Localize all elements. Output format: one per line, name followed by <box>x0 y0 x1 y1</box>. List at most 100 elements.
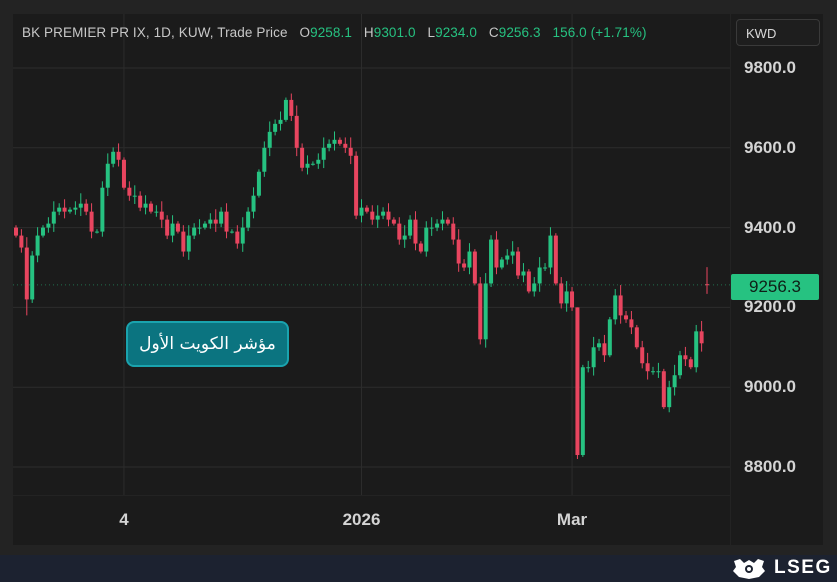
candle-up <box>73 207 78 210</box>
candle-down <box>224 211 229 232</box>
candle-up <box>521 271 526 276</box>
candle-up <box>548 235 553 268</box>
candle-down <box>494 239 499 268</box>
candle-down <box>391 219 396 224</box>
candle-down <box>575 307 580 456</box>
candle-down <box>478 283 483 340</box>
x-tick-label: Mar <box>556 510 588 529</box>
candle-up <box>607 319 612 356</box>
candle-up <box>310 163 315 165</box>
lseg-wordmark: LSEG <box>774 557 832 578</box>
y-tick-label: 9200.0 <box>744 297 796 317</box>
candle-down <box>165 219 170 236</box>
candle-down <box>602 343 607 356</box>
candle-down <box>364 207 369 212</box>
candle-up <box>219 211 224 224</box>
candle-down <box>148 203 153 212</box>
high-value: 9301.0 <box>373 25 416 40</box>
time-axis[interactable] <box>13 496 730 545</box>
plot-area[interactable] <box>13 14 730 495</box>
candle-down <box>354 155 359 216</box>
candle-up <box>132 195 137 197</box>
candle-up <box>580 367 585 456</box>
candle-down <box>661 371 666 408</box>
candle-down <box>516 251 521 276</box>
candle-up <box>467 251 472 268</box>
candle-up <box>435 223 440 228</box>
candle-up <box>273 123 278 132</box>
candle-up <box>154 211 159 213</box>
candle-down <box>19 235 24 248</box>
candle-up <box>424 227 429 252</box>
candle-up <box>283 99 288 120</box>
candle-up <box>186 235 191 252</box>
candle-up <box>46 223 51 228</box>
candle-up <box>597 343 602 348</box>
candle-up <box>402 235 407 240</box>
candle-up <box>256 171 261 196</box>
change-value: 156.0 (+1.71%) <box>552 25 647 40</box>
candle-up <box>111 151 116 164</box>
candle-down <box>24 247 29 300</box>
candle-up <box>667 387 672 408</box>
candle-up <box>94 231 99 233</box>
candle-up <box>143 203 148 208</box>
candle-down <box>629 319 634 328</box>
y-tick-label: 8800.0 <box>744 457 796 476</box>
lseg-logo: LSEG <box>732 557 832 579</box>
candle-up <box>251 195 256 212</box>
candle-down <box>559 283 564 304</box>
candle-up <box>67 209 72 212</box>
candle-up <box>505 255 510 260</box>
candle-down <box>472 251 477 284</box>
candle-down <box>618 295 623 316</box>
candle-up <box>375 215 380 220</box>
ohlc-legend: BK PREMIER PR IX, 1D, KUW, Trade Price O… <box>22 25 647 40</box>
candle-down <box>181 231 186 252</box>
index-name-label: مؤشر الكويت الأول <box>126 321 289 367</box>
candle-up <box>316 159 321 164</box>
currency-button[interactable]: KWD <box>736 19 820 46</box>
candle-down <box>62 207 67 212</box>
candle-down <box>445 219 450 224</box>
candle-up <box>327 143 332 148</box>
candle-up <box>537 267 542 284</box>
candle-down <box>116 151 121 160</box>
candle-up <box>532 283 537 292</box>
candle-down <box>127 187 132 196</box>
last-price-tag: 9256.3 <box>731 274 819 300</box>
symbol-info: BK PREMIER PR IX, 1D, KUW, Trade Price <box>22 25 288 40</box>
candle-up <box>440 219 445 224</box>
candle-down <box>159 211 164 220</box>
candle-up <box>51 211 56 224</box>
candle-up <box>278 119 283 124</box>
y-tick-label: 9800.0 <box>744 58 796 77</box>
candle-up <box>656 371 661 373</box>
candle-down <box>289 99 294 116</box>
candle-up <box>105 163 110 188</box>
candle-up <box>57 207 62 212</box>
lseg-crest-icon <box>733 559 765 579</box>
y-tick-label: 9000.0 <box>744 377 796 397</box>
candle-down <box>300 147 305 168</box>
candle-up <box>262 147 267 172</box>
candle-up <box>381 211 386 216</box>
candle-up <box>246 211 251 228</box>
candle-up <box>694 331 699 368</box>
candle-down <box>213 219 218 224</box>
candle-up <box>651 371 656 373</box>
candlestick-chart <box>13 14 730 495</box>
candle-down <box>683 355 688 360</box>
candle-up <box>170 223 175 236</box>
candle-down <box>343 143 348 148</box>
candle-up <box>30 255 35 300</box>
close-value: 9256.3 <box>498 25 541 40</box>
open-label: O <box>299 25 311 40</box>
candle-up <box>672 375 677 388</box>
candle-up <box>591 347 596 368</box>
candle-down <box>462 263 467 268</box>
candle-up <box>408 219 413 236</box>
candle-down <box>386 211 391 220</box>
candle-down <box>235 231 240 244</box>
candle-up <box>100 187 105 232</box>
